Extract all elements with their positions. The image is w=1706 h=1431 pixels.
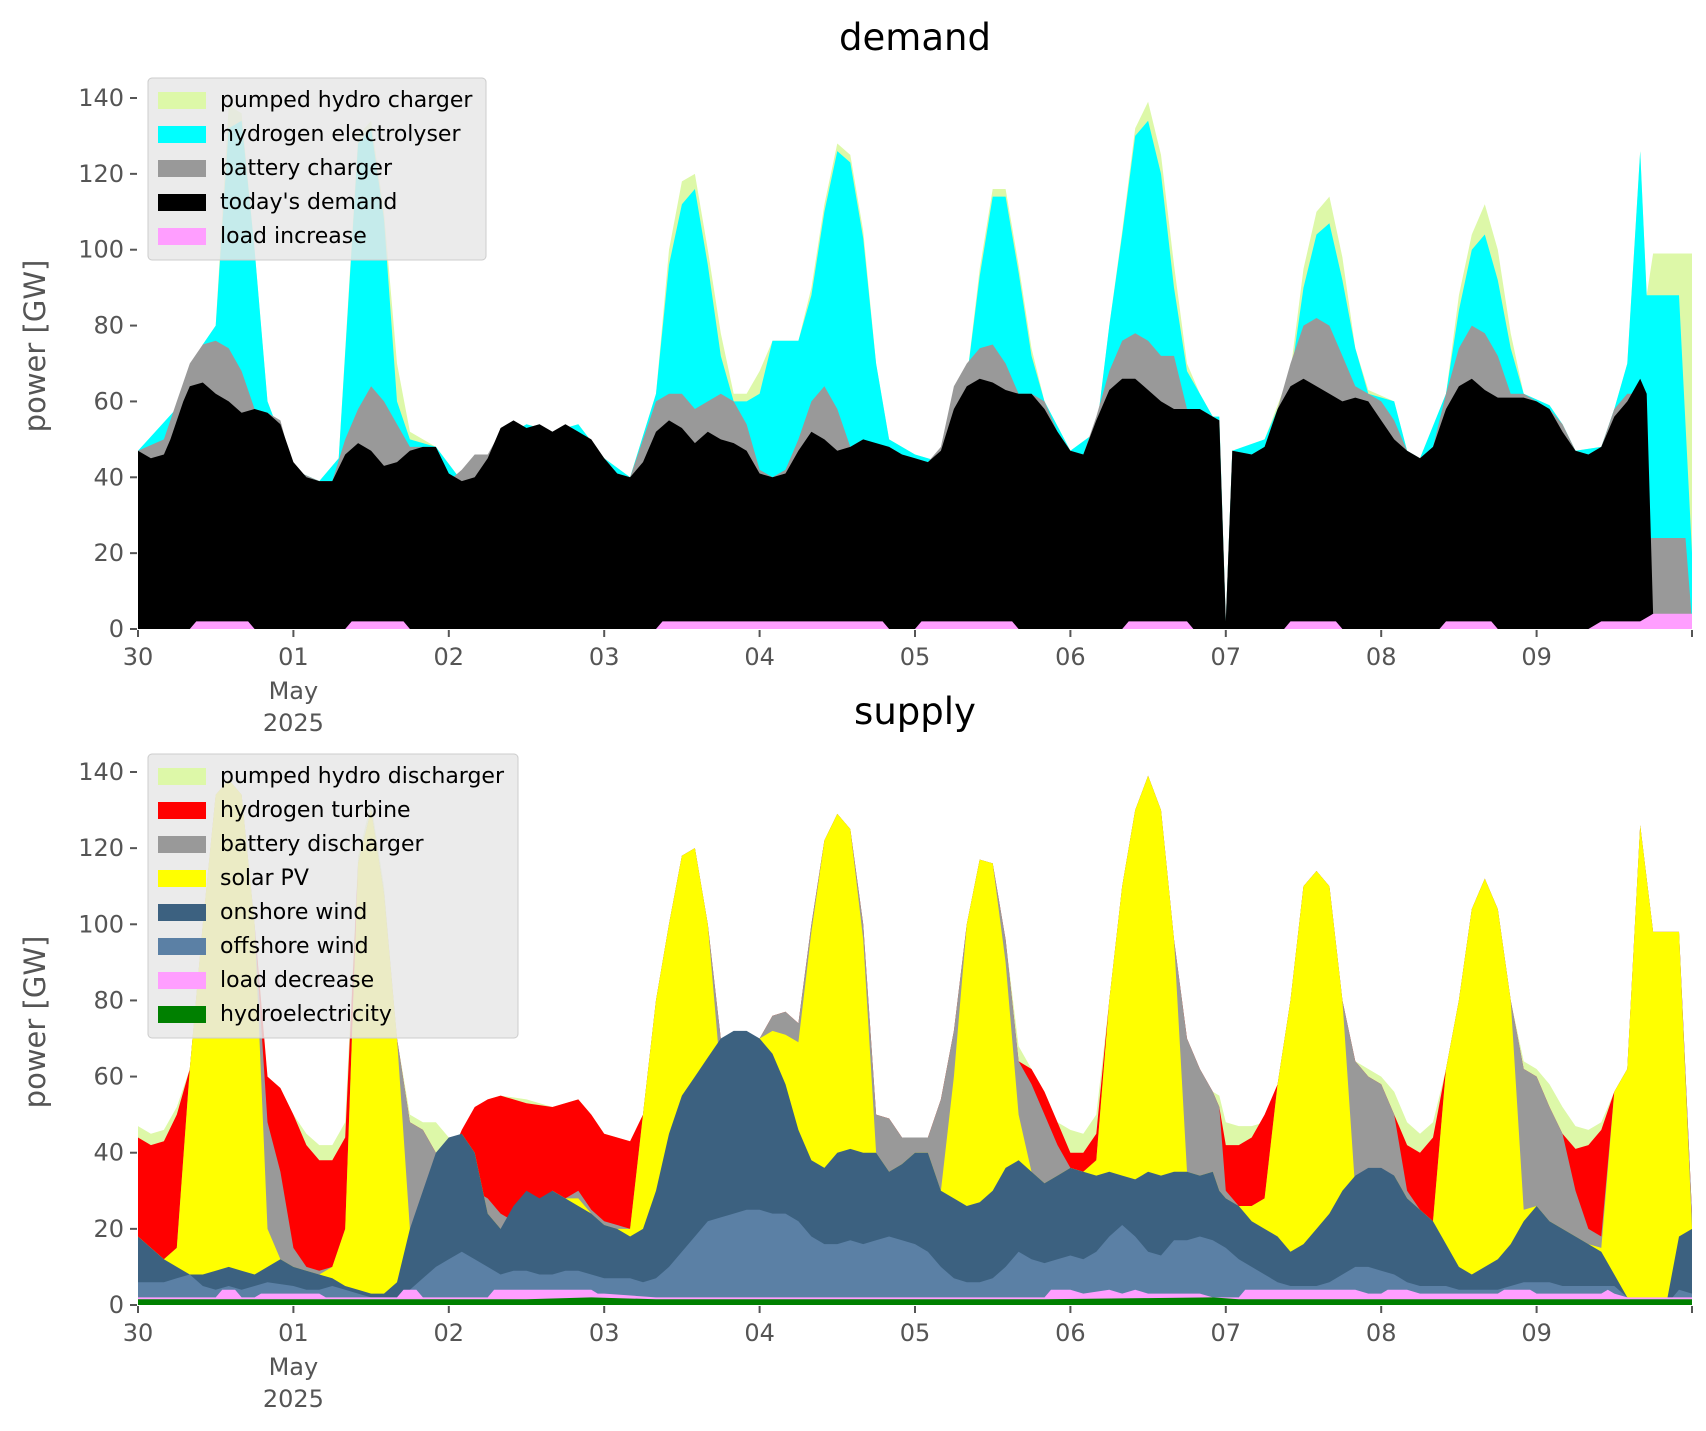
demand-title: demand	[839, 16, 991, 59]
legend-swatch-pumped-hydro-discharger	[158, 768, 206, 785]
y-tick-label: 60	[93, 1063, 124, 1091]
legend-swatch-pumped-hydro-charger	[158, 92, 206, 109]
y-tick-label: 60	[93, 387, 124, 415]
y-tick-label: 20	[93, 539, 124, 567]
x-tick-label: 09	[1521, 1319, 1552, 1347]
x-tick-label: 02	[434, 1319, 465, 1347]
y-tick-label: 20	[93, 1215, 124, 1243]
legend-label-battery-charger: battery charger	[220, 156, 393, 181]
x-tick-label: 03	[589, 1319, 620, 1347]
y-tick-label: 100	[78, 910, 124, 938]
x-tick-label: 03	[589, 643, 620, 671]
y-tick-label: 40	[93, 463, 124, 491]
legend-swatch-onshore-wind	[158, 904, 206, 921]
legend-swatch-hydroelectricity	[158, 1006, 206, 1023]
y-tick-label: 0	[109, 615, 124, 643]
x-tick-label: 09	[1521, 643, 1552, 671]
x-tick-label: 07	[1211, 1319, 1242, 1347]
legend-swatch-offshore-wind	[158, 938, 206, 955]
supply-title: supply	[854, 690, 976, 733]
legend-label-today-s-demand: today's demand	[220, 190, 397, 215]
legend-swatch-hydrogen-turbine	[158, 802, 206, 819]
legend-label-onshore-wind: onshore wind	[220, 900, 367, 925]
x-tick-label: 08	[1366, 1319, 1397, 1347]
legend-label-pumped-hydro-discharger: pumped hydro discharger	[220, 764, 505, 789]
x-tick-sublabel: 2025	[263, 709, 324, 737]
y-tick-label: 120	[78, 160, 124, 188]
legend-box	[147, 753, 519, 1039]
y-tick-label: 140	[78, 758, 124, 786]
area-offshore-wind	[138, 1209, 1692, 1305]
area-solar-pv	[138, 775, 1692, 1305]
x-tick-label: 05	[900, 643, 931, 671]
y-tick-label: 40	[93, 1139, 124, 1167]
legend-label-load-decrease: load decrease	[220, 968, 374, 993]
x-tick-label: 08	[1366, 643, 1397, 671]
legend-label-pumped-hydro-charger: pumped hydro charger	[220, 88, 473, 113]
x-tick-label: 05	[900, 1319, 931, 1347]
legend-label-battery-discharger: battery discharger	[220, 832, 425, 857]
x-tick-sublabel: 2025	[263, 1385, 324, 1413]
legend-label-load-increase: load increase	[220, 224, 367, 249]
legend-swatch-battery-discharger	[158, 836, 206, 853]
y-tick-label: 100	[78, 236, 124, 264]
legend-swatch-solar-pv	[158, 870, 206, 887]
x-tick-label: 06	[1055, 643, 1086, 671]
area-today-s-demand	[138, 378, 1692, 629]
x-tick-label: 30	[123, 643, 154, 671]
legend-swatch-today-s-demand	[158, 194, 206, 211]
supply-axes: 0 20 40 60 80 100 120 140 30 01 May 2025 02 03 04 05 06 0…	[78, 758, 1693, 1413]
demand-areas	[138, 101, 1692, 630]
area-hydroelectricity	[138, 1297, 1692, 1305]
demand-axes: 0 20 40 60 80 100 120 140 30 01 May 2025 02 03 04 05 06 0…	[78, 84, 1693, 737]
x-tick-label: 01	[278, 1319, 309, 1347]
area-onshore-wind	[138, 1030, 1692, 1305]
x-tick-label: 07	[1211, 643, 1242, 671]
demand-y-axis-label: power [GW]	[18, 260, 52, 433]
legend-swatch-load-decrease	[158, 972, 206, 989]
supply-y-axis-label: power [GW]	[18, 936, 52, 1109]
supply-areas	[138, 775, 1692, 1305]
y-tick-label: 0	[109, 1291, 124, 1319]
y-tick-label: 140	[78, 84, 124, 112]
y-tick-label: 120	[78, 834, 124, 862]
x-tick-label: 01	[278, 643, 309, 671]
y-tick-label: 80	[93, 312, 124, 340]
x-tick-sublabel: May	[269, 677, 319, 705]
x-tick-label: 04	[744, 643, 775, 671]
legend-label-hydrogen-turbine: hydrogen turbine	[220, 798, 411, 823]
legend-label-solar-pv: solar PV	[220, 866, 309, 891]
x-tick-label: 30	[123, 1319, 154, 1347]
legend-box	[147, 77, 487, 261]
legend-swatch-battery-charger	[158, 160, 206, 177]
x-tick-label: 04	[744, 1319, 775, 1347]
supply-legend: pumped hydro discharger hydrogen turbine b…	[147, 753, 519, 1039]
legend-label-hydrogen-electrolyser: hydrogen electrolyser	[220, 122, 461, 147]
legend-swatch-load-increase	[158, 228, 206, 245]
legend-swatch-hydrogen-electrolyser	[158, 126, 206, 143]
demand-legend: pumped hydro charger hydrogen electrolyse…	[147, 77, 487, 261]
legend-label-hydroelectricity: hydroelectricity	[220, 1002, 392, 1027]
x-tick-sublabel: May	[269, 1353, 319, 1381]
x-tick-label: 06	[1055, 1319, 1086, 1347]
legend-label-offshore-wind: offshore wind	[220, 934, 369, 959]
y-tick-label: 80	[93, 986, 124, 1014]
x-tick-label: 02	[434, 643, 465, 671]
area-load-increase	[138, 613, 1692, 629]
